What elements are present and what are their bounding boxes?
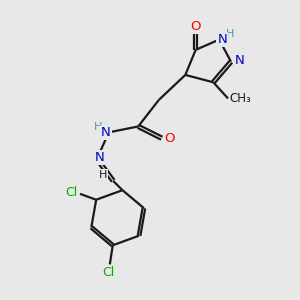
Text: N: N	[234, 54, 244, 67]
Text: H: H	[93, 122, 102, 132]
Text: Cl: Cl	[102, 266, 115, 279]
Text: O: O	[164, 132, 174, 145]
Text: Cl: Cl	[65, 186, 77, 199]
Text: H: H	[226, 29, 235, 39]
Text: N: N	[217, 33, 227, 46]
Text: O: O	[190, 20, 201, 33]
Text: N: N	[95, 151, 105, 164]
Text: H: H	[99, 170, 107, 180]
Text: CH₃: CH₃	[230, 92, 251, 105]
Text: N: N	[101, 126, 111, 139]
